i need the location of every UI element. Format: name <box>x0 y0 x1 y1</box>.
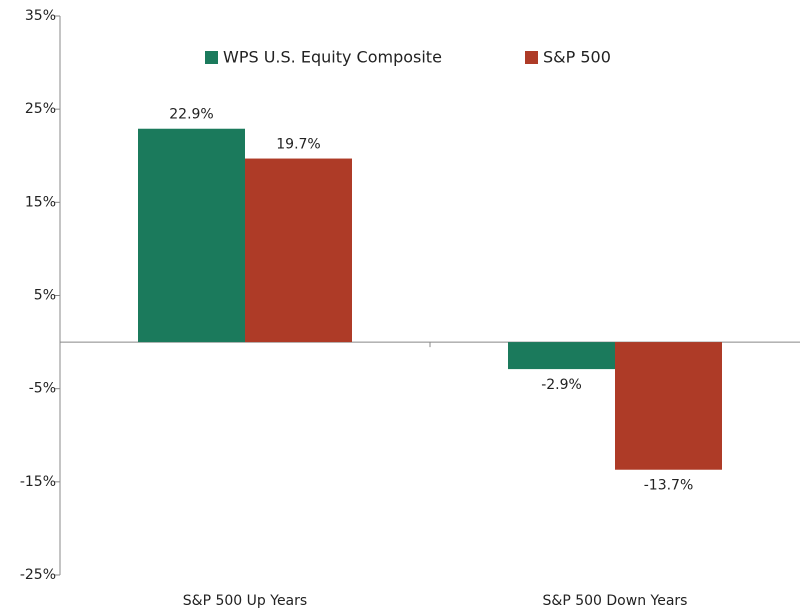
bar <box>245 158 352 343</box>
bar <box>508 342 615 370</box>
bar <box>138 128 245 343</box>
x-tick-label: S&P 500 Down Years <box>543 593 688 609</box>
legend-swatch <box>525 51 538 64</box>
y-tick-label: 15% <box>25 194 56 210</box>
bar <box>615 342 722 470</box>
y-tick-label: -5% <box>29 381 56 397</box>
y-tick-label: 5% <box>34 288 56 304</box>
value-label: -13.7% <box>644 478 694 494</box>
x-tick-label: S&P 500 Up Years <box>183 593 307 609</box>
legend-label: S&P 500 <box>543 48 611 67</box>
y-tick-label: -15% <box>20 474 56 490</box>
legend-swatch <box>205 51 218 64</box>
y-tick-label: 35% <box>25 8 56 24</box>
value-label: 22.9% <box>169 107 213 123</box>
legend-label: WPS U.S. Equity Composite <box>223 48 442 67</box>
value-label: -2.9% <box>541 377 582 393</box>
value-label: 19.7% <box>276 137 320 153</box>
y-tick-label: -25% <box>20 567 56 583</box>
y-tick-label: 25% <box>25 101 56 117</box>
